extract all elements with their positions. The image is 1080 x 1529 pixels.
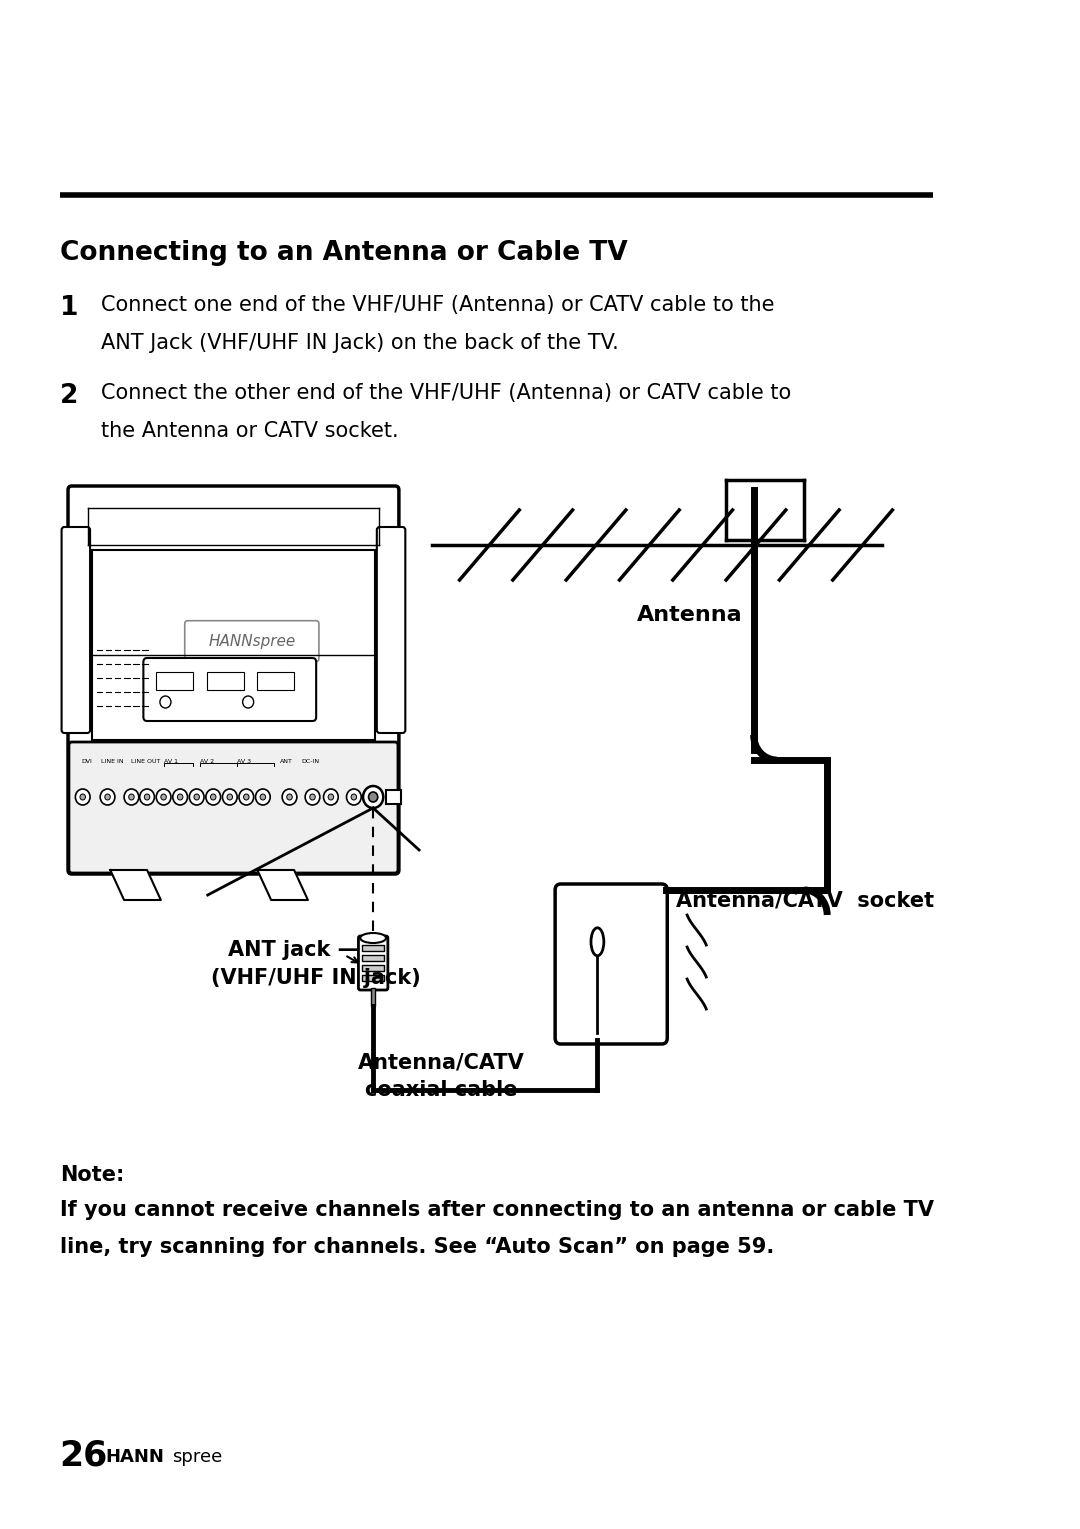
Text: Antenna: Antenna — [636, 605, 742, 625]
Text: Antenna/CATV  socket: Antenna/CATV socket — [675, 890, 934, 910]
Bar — [362, 965, 384, 971]
Circle shape — [363, 786, 383, 807]
Circle shape — [211, 794, 216, 800]
Text: (VHF/UHF IN jack): (VHF/UHF IN jack) — [212, 968, 421, 988]
Circle shape — [328, 794, 334, 800]
Bar — [362, 976, 384, 982]
Text: LINE OUT: LINE OUT — [131, 758, 160, 764]
FancyBboxPatch shape — [69, 742, 397, 873]
FancyBboxPatch shape — [62, 528, 90, 732]
Bar — [257, 673, 294, 690]
Text: AV 1: AV 1 — [163, 758, 177, 764]
Circle shape — [227, 794, 232, 800]
Text: line, try scanning for channels. See “Auto Scan” on page 59.: line, try scanning for channels. See “Au… — [59, 1237, 774, 1257]
Text: Antenna/CATV: Antenna/CATV — [357, 1052, 525, 1072]
Bar — [157, 673, 193, 690]
FancyBboxPatch shape — [185, 621, 319, 662]
Circle shape — [260, 794, 266, 800]
Bar — [92, 550, 375, 740]
Text: DC-IN: DC-IN — [301, 758, 320, 764]
FancyBboxPatch shape — [359, 936, 388, 989]
Bar — [362, 945, 384, 951]
Text: Connect one end of the VHF/UHF (Antenna) or CATV cable to the: Connect one end of the VHF/UHF (Antenna)… — [102, 295, 774, 315]
Bar — [372, 988, 375, 1006]
Text: ANT Jack (VHF/UHF IN Jack) on the back of the TV.: ANT Jack (VHF/UHF IN Jack) on the back o… — [102, 333, 619, 353]
Circle shape — [243, 696, 254, 708]
Text: Note:: Note: — [59, 1165, 124, 1185]
Circle shape — [287, 794, 293, 800]
FancyBboxPatch shape — [377, 528, 405, 732]
Circle shape — [189, 789, 204, 804]
Circle shape — [76, 789, 90, 804]
Text: 1: 1 — [59, 295, 78, 321]
Bar — [206, 673, 244, 690]
Circle shape — [129, 794, 134, 800]
Text: 26: 26 — [59, 1437, 108, 1472]
Circle shape — [80, 794, 85, 800]
Circle shape — [161, 794, 166, 800]
Circle shape — [282, 789, 297, 804]
Text: HANNspree: HANNspree — [208, 633, 296, 648]
Circle shape — [139, 789, 154, 804]
Circle shape — [124, 789, 139, 804]
Text: LINE IN: LINE IN — [102, 758, 124, 764]
Text: DVI: DVI — [81, 758, 92, 764]
Text: the Antenna or CATV socket.: the Antenna or CATV socket. — [102, 420, 399, 440]
Circle shape — [351, 794, 356, 800]
Circle shape — [177, 794, 183, 800]
Circle shape — [160, 696, 171, 708]
Text: If you cannot receive channels after connecting to an antenna or cable TV: If you cannot receive channels after con… — [59, 1200, 934, 1220]
Bar — [386, 790, 401, 804]
Text: Connecting to an Antenna or Cable TV: Connecting to an Antenna or Cable TV — [59, 240, 627, 266]
FancyBboxPatch shape — [68, 486, 399, 875]
Text: ANT jack —: ANT jack — — [228, 940, 359, 960]
Circle shape — [310, 794, 315, 800]
Circle shape — [157, 789, 171, 804]
Circle shape — [173, 789, 188, 804]
Circle shape — [194, 794, 200, 800]
Circle shape — [369, 794, 375, 800]
Text: HANN: HANN — [106, 1448, 164, 1466]
Text: AV 2: AV 2 — [201, 758, 215, 764]
Circle shape — [347, 789, 361, 804]
Circle shape — [324, 789, 338, 804]
FancyBboxPatch shape — [555, 884, 667, 1044]
Text: spree: spree — [172, 1448, 222, 1466]
Polygon shape — [257, 870, 308, 901]
Ellipse shape — [361, 933, 386, 943]
Circle shape — [306, 789, 320, 804]
Circle shape — [100, 789, 114, 804]
Circle shape — [244, 794, 249, 800]
Circle shape — [256, 789, 270, 804]
Circle shape — [222, 789, 238, 804]
Text: Connect the other end of the VHF/UHF (Antenna) or CATV cable to: Connect the other end of the VHF/UHF (An… — [102, 382, 792, 404]
Circle shape — [105, 794, 110, 800]
FancyBboxPatch shape — [144, 657, 316, 722]
Bar — [362, 956, 384, 962]
Circle shape — [368, 792, 378, 803]
Text: 2: 2 — [59, 382, 78, 408]
Circle shape — [239, 789, 254, 804]
Polygon shape — [110, 870, 161, 901]
Circle shape — [206, 789, 220, 804]
Text: coaxial cable: coaxial cable — [365, 1079, 517, 1099]
Circle shape — [145, 794, 150, 800]
Circle shape — [365, 789, 379, 804]
Text: ANT: ANT — [281, 758, 293, 764]
Ellipse shape — [591, 928, 604, 956]
Text: AV 3: AV 3 — [238, 758, 252, 764]
